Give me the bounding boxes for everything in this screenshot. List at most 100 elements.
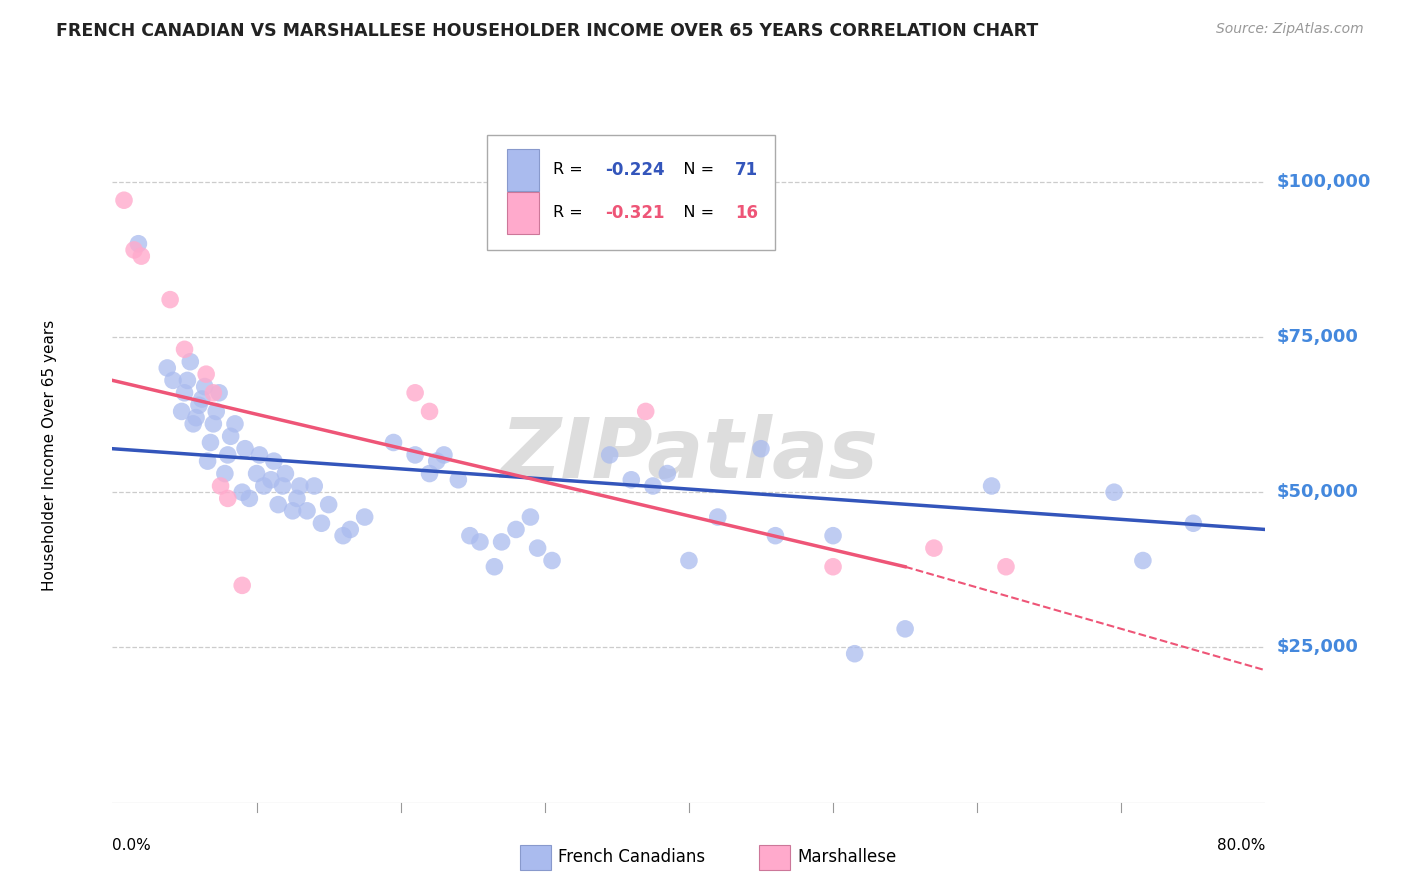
Point [657, 467, 679, 481]
Point [253, 479, 276, 493]
Point [173, 343, 195, 357]
Point [995, 559, 1018, 574]
Point [505, 523, 527, 537]
Point [304, 479, 326, 493]
Point [311, 516, 333, 531]
Point [129, 249, 153, 263]
Point [231, 578, 253, 592]
Text: Source: ZipAtlas.com: Source: ZipAtlas.com [1216, 22, 1364, 37]
Point [458, 529, 481, 543]
Point [260, 473, 283, 487]
Point [404, 385, 426, 400]
Point [191, 392, 214, 406]
Point [426, 454, 449, 468]
Point [922, 541, 945, 555]
Point [217, 448, 239, 462]
Point [176, 373, 198, 387]
Point [419, 467, 441, 481]
Point [188, 398, 211, 412]
Point [634, 404, 657, 418]
Point [194, 379, 217, 393]
Point [484, 559, 506, 574]
Point [353, 510, 375, 524]
Point [404, 448, 426, 462]
Point [765, 529, 787, 543]
Point [541, 553, 564, 567]
Point [285, 491, 308, 506]
Point [281, 504, 304, 518]
Point [249, 448, 271, 462]
Point [267, 498, 290, 512]
Text: Marshallese: Marshallese [797, 848, 897, 866]
Point [231, 485, 253, 500]
Text: French Canadians: French Canadians [558, 848, 706, 866]
Point [447, 473, 470, 487]
Point [1132, 553, 1154, 567]
Point [217, 491, 239, 506]
Text: 80.0%: 80.0% [1218, 838, 1265, 853]
Text: $75,000: $75,000 [1277, 328, 1358, 346]
Point [156, 360, 179, 375]
Point [271, 479, 294, 493]
Point [433, 448, 456, 462]
Point [620, 473, 643, 487]
Text: N =: N = [668, 205, 720, 220]
Point [197, 454, 219, 468]
Point [181, 417, 204, 431]
Point [224, 417, 246, 431]
Point [209, 479, 232, 493]
Point [288, 479, 311, 493]
Point [162, 373, 184, 387]
Point [678, 553, 700, 567]
Point [179, 355, 201, 369]
Text: FRENCH CANADIAN VS MARSHALLESE HOUSEHOLDER INCOME OVER 65 YEARS CORRELATION CHAR: FRENCH CANADIAN VS MARSHALLESE HOUSEHOLD… [56, 22, 1039, 40]
Point [980, 479, 1002, 493]
Point [706, 510, 728, 524]
Point [599, 448, 621, 462]
Text: $50,000: $50,000 [1277, 483, 1358, 501]
Point [173, 385, 195, 400]
FancyBboxPatch shape [506, 149, 538, 191]
Point [1102, 485, 1125, 500]
Point [821, 559, 844, 574]
Text: $100,000: $100,000 [1277, 172, 1371, 191]
Point [749, 442, 772, 456]
Text: N =: N = [668, 162, 720, 178]
Point [468, 534, 491, 549]
Point [112, 193, 135, 207]
Text: 16: 16 [735, 203, 758, 222]
Point [202, 417, 225, 431]
Text: $25,000: $25,000 [1277, 639, 1358, 657]
Text: -0.321: -0.321 [605, 203, 664, 222]
Point [332, 529, 354, 543]
Text: 71: 71 [735, 161, 758, 178]
Point [339, 523, 361, 537]
Point [184, 410, 207, 425]
FancyBboxPatch shape [486, 135, 776, 250]
Point [274, 467, 297, 481]
Point [894, 622, 917, 636]
Point [821, 529, 844, 543]
Point [526, 541, 548, 555]
Point [519, 510, 541, 524]
Text: Householder Income Over 65 years: Householder Income Over 65 years [42, 319, 56, 591]
Point [214, 467, 236, 481]
Point [844, 647, 866, 661]
Point [1182, 516, 1205, 531]
Point [419, 404, 441, 418]
Point [219, 429, 242, 443]
Point [195, 367, 218, 381]
Point [233, 442, 256, 456]
Point [202, 385, 225, 400]
Point [641, 479, 664, 493]
Point [318, 498, 340, 512]
Point [127, 236, 149, 251]
FancyBboxPatch shape [506, 192, 538, 234]
Text: -0.224: -0.224 [605, 161, 665, 178]
Point [295, 504, 318, 518]
Text: 0.0%: 0.0% [112, 838, 152, 853]
Point [200, 435, 222, 450]
Text: R =: R = [553, 162, 588, 178]
Point [245, 467, 267, 481]
Point [208, 385, 231, 400]
